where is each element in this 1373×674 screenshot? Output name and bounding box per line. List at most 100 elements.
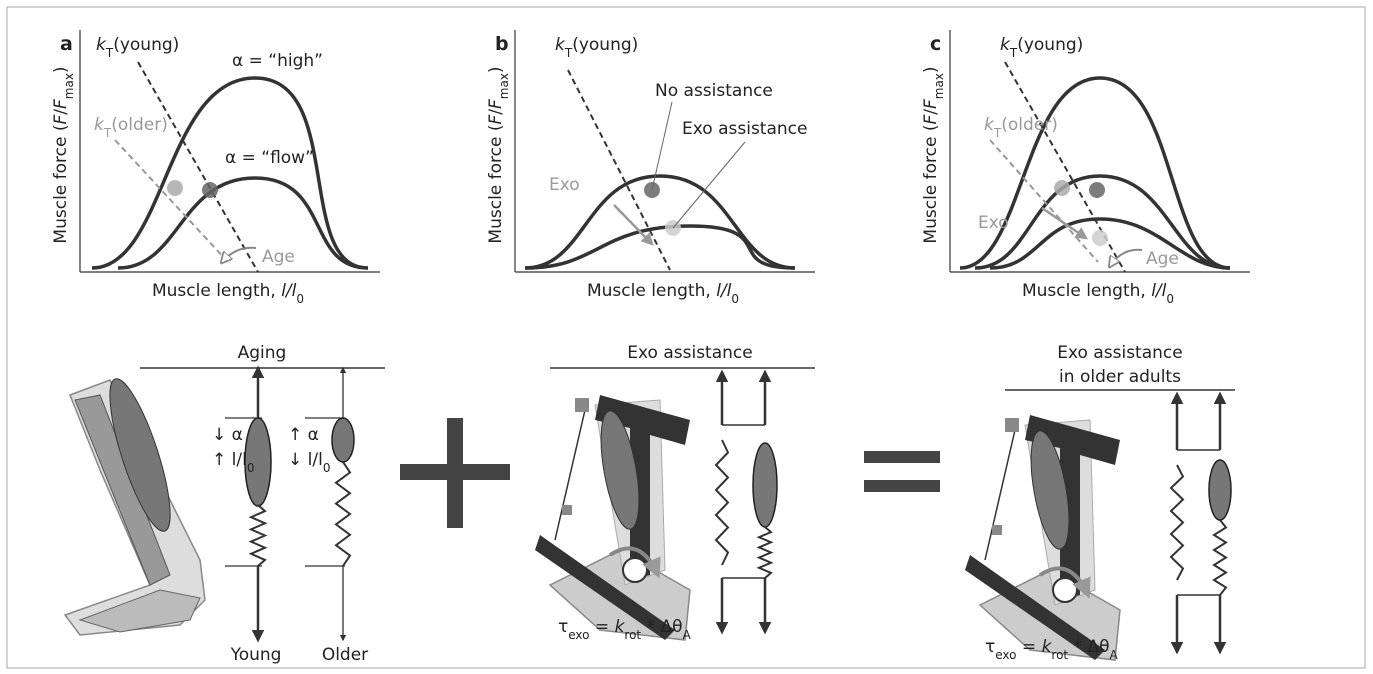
- age-arrow: [1110, 250, 1142, 266]
- column-label: Young: [230, 645, 282, 665]
- y-axis-label-part: max: [62, 73, 76, 99]
- torque-equation-part: τ: [985, 637, 995, 657]
- exo-cable: [555, 410, 585, 540]
- x-axis-label-part: l/l: [281, 281, 296, 301]
- y-axis-label-part: Muscle force (: [51, 125, 71, 244]
- muscle: [1209, 460, 1231, 520]
- cable-anchor: [992, 525, 1002, 535]
- operating-point: [1054, 180, 1070, 196]
- x-axis-label-part: 0: [731, 292, 739, 306]
- y-axis-label-part: Muscle force (: [921, 125, 941, 244]
- exo-label: Exo: [978, 213, 1009, 233]
- k-label: kT(young): [96, 35, 179, 60]
- change-label-part: ↓ l/l: [288, 450, 323, 470]
- stiffness-older: [990, 140, 1098, 262]
- k-label-part: (young): [113, 35, 179, 55]
- ankle-joint: [1053, 578, 1077, 602]
- operating-point: [202, 182, 218, 198]
- k-label-part: (older): [1001, 115, 1058, 135]
- equals-sign: [864, 480, 940, 492]
- x-axis-label-part: l/l: [716, 281, 731, 301]
- age-label: Age: [262, 247, 295, 267]
- k-label: kT(young): [1000, 35, 1083, 60]
- section-title: in older adults: [1059, 367, 1181, 387]
- y-axis-label-part: max: [932, 73, 946, 99]
- callout-label: No assistance: [655, 81, 773, 101]
- y-axis-label-part: max: [497, 73, 511, 99]
- torque-equation-part: rot: [624, 628, 641, 642]
- torque-equation-part: exo: [568, 628, 589, 642]
- y-axis-label-part: F: [486, 115, 506, 125]
- change-label-part: 0: [247, 461, 255, 475]
- torque-equation-part: Δθ: [1087, 637, 1109, 657]
- section-title: Exo assistance: [1057, 343, 1182, 363]
- x-axis-label-part: Muscle length,: [587, 281, 716, 301]
- column-label: Older: [322, 645, 368, 665]
- muscle: [332, 418, 354, 462]
- x-axis-label-part: 0: [296, 292, 304, 306]
- y-axis-label-part: F: [51, 115, 71, 125]
- force-length-curve: [118, 178, 368, 268]
- y-axis-label: Muscle force (F/Fmax): [921, 66, 946, 243]
- y-axis-label-part: F: [921, 115, 941, 125]
- torque-equation-part: exo: [995, 648, 1016, 662]
- spring: [759, 527, 771, 578]
- k-label-part: (young): [572, 35, 638, 55]
- ankle-joint: [623, 558, 647, 582]
- frame: [7, 7, 1365, 668]
- y-axis-label-part: ): [51, 66, 71, 73]
- exo-cable: [985, 430, 1015, 560]
- callout: [673, 142, 745, 228]
- y-axis-label-part: ): [921, 66, 941, 73]
- torque-equation-part: =: [590, 617, 615, 637]
- change-label: ↓ α: [212, 425, 243, 445]
- cable-anchor: [575, 398, 589, 412]
- plus-sign: [447, 418, 463, 528]
- k-label-part: (young): [1017, 35, 1083, 55]
- spring: [1214, 520, 1226, 595]
- k-label-part: (older): [111, 115, 168, 135]
- y-axis-label: Muscle force (F/Fmax): [486, 66, 511, 243]
- callout-label: Exo assistance: [682, 119, 807, 139]
- muscle: [753, 443, 777, 527]
- operating-point: [167, 180, 183, 196]
- age-label: Age: [1146, 249, 1179, 269]
- alpha-label: α = “flow”: [225, 148, 314, 168]
- panel-letter: c: [930, 33, 941, 55]
- spring: [251, 505, 265, 566]
- x-axis-label-part: Muscle length,: [1022, 281, 1151, 301]
- alpha-label: α = “high”: [232, 51, 323, 71]
- figure: a Muscle force (F/Fmax) Muscle length, l/l…: [0, 0, 1373, 674]
- torque-equation-part: *: [1068, 637, 1087, 657]
- y-axis-label-part: ): [486, 66, 506, 73]
- x-axis-label-part: l/l: [1151, 281, 1166, 301]
- force-length-curve: [990, 219, 1230, 268]
- operating-point: [1092, 230, 1108, 246]
- spring: [336, 462, 350, 566]
- panel-letter: a: [60, 33, 73, 55]
- exo-spring: [1171, 465, 1183, 580]
- y-axis-label-part: F: [921, 99, 941, 109]
- change-label-part: 0: [323, 461, 331, 475]
- torque-equation-part: A: [1109, 648, 1118, 662]
- x-axis-label-part: Muscle length,: [152, 281, 281, 301]
- y-axis-label-part: F: [51, 99, 71, 109]
- change-label: ↓ l/l0: [288, 450, 330, 475]
- x-axis-label-part: 0: [1166, 292, 1174, 306]
- torque-equation-part: *: [641, 617, 660, 637]
- cable-anchor: [562, 505, 572, 515]
- k-label: kT(older): [94, 115, 168, 140]
- exo-spring: [716, 440, 728, 565]
- torque-equation-part: τ: [558, 617, 568, 637]
- change-label: ↑ α: [288, 425, 319, 445]
- x-axis-label: Muscle length, l/l0: [152, 281, 304, 306]
- torque-equation-part: A: [682, 628, 691, 642]
- torque-equation-part: Δθ: [660, 617, 682, 637]
- equals-sign: [864, 451, 940, 463]
- exo-label: Exo: [549, 175, 580, 195]
- x-axis-label: Muscle length, l/l0: [1022, 281, 1174, 306]
- x-axis-label: Muscle length, l/l0: [587, 281, 739, 306]
- change-label-part: ↑ l/l: [212, 450, 247, 470]
- cable-anchor: [1005, 418, 1019, 432]
- section-title: Aging: [238, 343, 287, 363]
